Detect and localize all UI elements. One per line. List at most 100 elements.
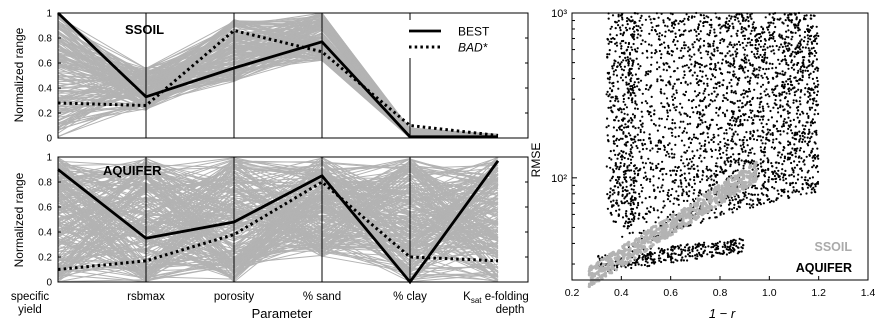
aquifer-point: [607, 106, 610, 109]
aquifer-point: [806, 43, 809, 46]
aquifer-point: [663, 258, 666, 262]
aquifer-point: [627, 64, 630, 67]
aquifer-point: [639, 26, 642, 29]
aquifer-point: [802, 59, 805, 62]
ssoil-point: [622, 251, 626, 255]
aquifer-point: [816, 147, 819, 150]
aquifer-point: [657, 162, 660, 166]
aquifer-point: [636, 261, 639, 264]
aquifer-point: [612, 199, 615, 202]
aquifer-point: [682, 259, 686, 262]
aquifer-point: [770, 162, 773, 165]
aquifer-point: [782, 120, 785, 123]
ssoil-point: [736, 173, 740, 178]
ssoil-point: [617, 261, 621, 265]
aquifer-point: [742, 191, 745, 194]
aquifer-point: [616, 176, 620, 179]
aquifer-point: [751, 193, 754, 196]
aquifer-point: [614, 153, 617, 156]
aquifer-point: [728, 50, 731, 53]
aquifer-point: [626, 23, 629, 26]
aquifer-point: [748, 79, 752, 82]
aquifer-point: [760, 74, 763, 77]
aquifer-point: [801, 69, 805, 72]
aquifer-point: [729, 100, 732, 103]
aquifer-point: [620, 45, 623, 48]
aquifer-point: [619, 165, 622, 168]
aquifer-point: [815, 66, 818, 69]
aquifer-point: [631, 261, 635, 264]
aquifer-point: [606, 53, 609, 56]
aquifer-point: [725, 87, 729, 90]
aquifer-point: [787, 156, 790, 159]
aquifer-point: [649, 149, 652, 152]
ssoil-point: [600, 258, 604, 262]
aquifer-point: [806, 136, 809, 139]
aquifer-point: [719, 213, 722, 216]
ensemble-line: [57, 162, 499, 272]
aquifer-point: [637, 81, 640, 84]
aquifer-point: [734, 160, 737, 163]
aquifer-point: [735, 76, 738, 79]
aquifer-point: [786, 44, 789, 47]
aquifer-point: [625, 81, 628, 84]
aquifer-point: [614, 178, 618, 182]
aquifer-point: [702, 44, 706, 47]
aquifer-point: [645, 258, 649, 261]
aquifer-point: [622, 131, 625, 134]
aquifer-point: [806, 100, 810, 103]
aquifer-point: [794, 76, 797, 79]
aquifer-point: [657, 247, 660, 250]
aquifer-point: [629, 72, 632, 75]
aquifer-point: [659, 169, 662, 173]
aquifer-point: [650, 29, 653, 32]
aquifer-point: [739, 118, 742, 122]
aquifer-point: [800, 169, 804, 172]
aquifer-point: [697, 32, 700, 36]
aquifer-point: [646, 177, 649, 180]
aquifer-point: [744, 56, 747, 59]
aquifer-panel: 00.20.40.60.81 AQUIFER Normalized range …: [11, 153, 529, 322]
aquifer-point: [663, 251, 666, 254]
aquifer-point: [769, 21, 772, 24]
aquifer-point: [695, 106, 698, 109]
aquifer-point: [624, 41, 627, 45]
aquifer-point: [638, 231, 641, 234]
aquifer-point: [811, 176, 815, 179]
aquifer-point: [789, 80, 792, 83]
ssoil-point: [648, 245, 652, 249]
aquifer-point: [697, 39, 701, 42]
aquifer-point: [628, 232, 631, 235]
aquifer-point: [680, 81, 683, 85]
aquifer-point: [607, 95, 610, 98]
aquifer-point: [673, 247, 676, 250]
aquifer-point: [721, 52, 724, 55]
aquifer-point: [743, 136, 746, 139]
aquifer-point: [807, 65, 810, 68]
aquifer-point: [682, 76, 685, 79]
aquifer-point: [756, 203, 759, 206]
aquifer-point: [811, 102, 815, 105]
aquifer-point: [777, 58, 780, 61]
aquifer-point: [815, 25, 818, 28]
aquifer-point: [798, 160, 801, 163]
aquifer-point: [746, 90, 750, 93]
aquifer-point: [684, 90, 688, 93]
aquifer-point: [683, 172, 686, 175]
aquifer-point: [768, 198, 771, 201]
aquifer-point: [654, 221, 657, 224]
aquifer-point: [715, 86, 718, 90]
aquifer-point: [792, 101, 795, 104]
aquifer-point: [779, 72, 782, 75]
aquifer-point: [693, 90, 697, 93]
aquifer-point: [644, 171, 647, 174]
aquifer-point: [674, 43, 677, 47]
aquifer-point: [772, 37, 775, 40]
aquifer-point: [649, 166, 653, 169]
aquifer-point: [808, 55, 811, 58]
aquifer-point: [682, 93, 685, 96]
ssoil-point: [676, 214, 680, 218]
aquifer-point: [767, 159, 770, 162]
aquifer-point: [790, 161, 793, 165]
aquifer-point: [760, 149, 763, 152]
